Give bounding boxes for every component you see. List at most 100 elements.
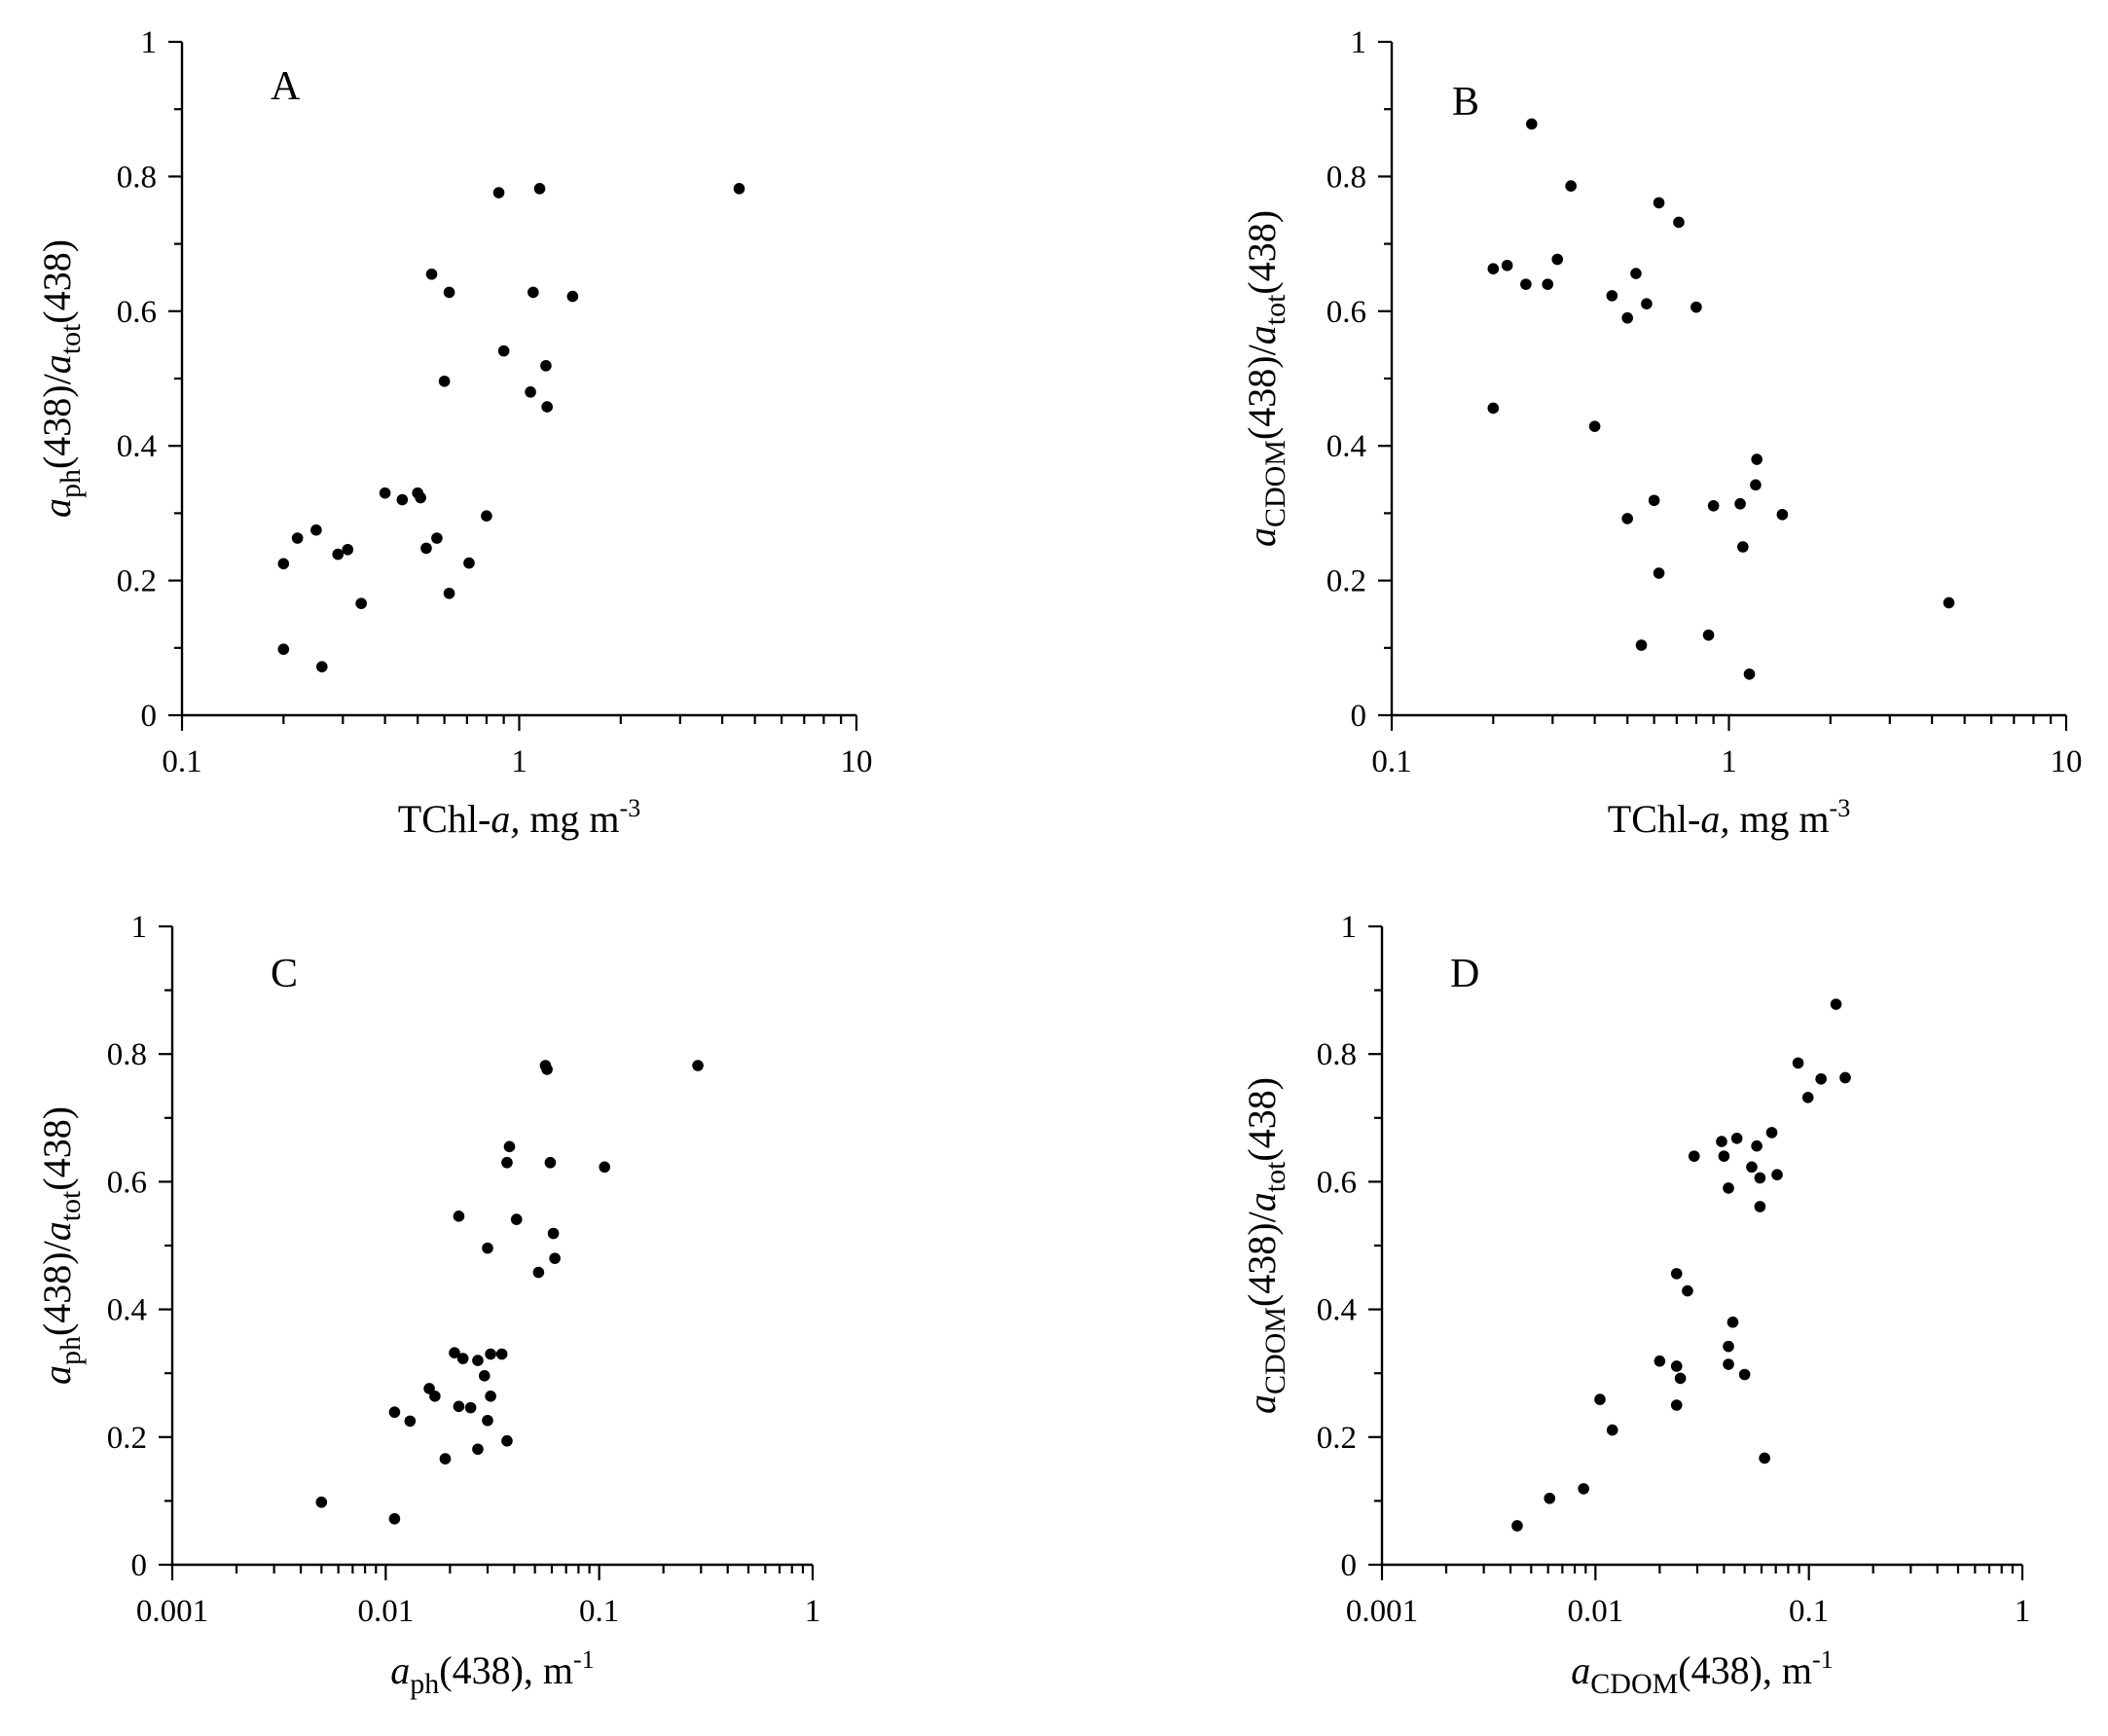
y-tick-label: 0 [1351, 699, 1367, 734]
data-point [332, 548, 345, 561]
x-axis-title: TChl-a, mg m-3 [1608, 794, 1850, 841]
data-point [540, 360, 552, 372]
data-point [1723, 1358, 1734, 1370]
data-point [1751, 1139, 1763, 1152]
data-point [1754, 1172, 1766, 1184]
data-point [1670, 1360, 1683, 1372]
x-tick-label: 10 [841, 744, 873, 779]
data-point [501, 1156, 513, 1169]
data-point [1839, 1071, 1851, 1084]
x-axis-title: TChl-a, mg m-3 [398, 794, 640, 841]
data-point [315, 661, 328, 672]
x-axis-title: aph(438), m-1 [390, 1646, 594, 1700]
data-point [1759, 1452, 1770, 1465]
y-tick-label: 0.4 [107, 1293, 147, 1328]
data-point [1723, 1182, 1734, 1194]
data-point [472, 1355, 484, 1366]
data-point [497, 344, 510, 357]
data-point [1815, 1072, 1827, 1085]
data-point [310, 524, 322, 536]
data-point [541, 401, 553, 413]
data-point [485, 1391, 496, 1402]
data-point [277, 558, 290, 570]
data-point [342, 543, 354, 556]
data-point [733, 183, 745, 195]
data-point [1750, 479, 1762, 491]
data-point [453, 1400, 465, 1413]
data-point [481, 510, 492, 522]
x-tick-label: 1 [2015, 1594, 2031, 1629]
data-point [1674, 1372, 1687, 1385]
data-point [1702, 629, 1715, 641]
data-point [388, 1512, 401, 1525]
y-tick-label: 0.2 [117, 564, 157, 599]
data-point [1776, 508, 1789, 521]
panel-letter: A [271, 64, 301, 109]
data-point [525, 386, 536, 398]
data-point [1771, 1169, 1783, 1180]
data-point [1565, 180, 1577, 192]
data-point [1737, 541, 1749, 553]
data-point [443, 286, 455, 299]
data-point [1670, 1399, 1683, 1411]
data-point [544, 1156, 557, 1169]
y-axis-title: aph(438)/atot(438) [35, 1106, 87, 1385]
x-tick-label: 0.001 [1346, 1594, 1418, 1629]
x-tick-label: 0.01 [357, 1594, 414, 1629]
data-point [1542, 278, 1554, 290]
panel-letter: D [1450, 952, 1479, 996]
panel-b: 0 0.2 0.4 0.6 0.8 1 0.1 1 10 B TChl-a, mg m-3 aCDOM… [1240, 25, 2083, 841]
y-tick-label: 0.2 [1327, 564, 1366, 599]
data-point [1726, 1316, 1739, 1328]
data-point [599, 1161, 611, 1174]
panel-d: 0 0.2 0.4 0.6 0.8 1 0.001 0.01 0.1 1 DaCDOM(438), … [1240, 910, 2030, 1700]
data-point [291, 532, 304, 544]
data-point [1606, 290, 1618, 302]
y-tick-label: 0.4 [1327, 429, 1366, 464]
data-point [1630, 268, 1642, 279]
data-point [1588, 420, 1601, 432]
y-axis-title: aCDOM(438)/atot(438) [1240, 1077, 1291, 1414]
data-point [1734, 497, 1746, 510]
data-point [495, 1348, 508, 1360]
data-point [549, 1252, 561, 1264]
data-point [1653, 567, 1665, 579]
y-tick-label: 1 [141, 25, 158, 60]
data-point [1690, 301, 1702, 313]
y-tick-label: 0.4 [117, 429, 157, 464]
data-point [1621, 311, 1633, 324]
data-point [464, 1401, 477, 1414]
data-point [404, 1415, 417, 1428]
y-tick-label: 0 [141, 699, 158, 734]
panel-letter: C [271, 952, 298, 996]
data-point [1487, 402, 1500, 415]
data-point [1635, 639, 1648, 651]
data-point [1716, 1136, 1727, 1147]
data-point [443, 587, 455, 599]
data-point [1551, 253, 1564, 266]
data-point [453, 1211, 465, 1222]
data-point [1746, 1161, 1758, 1174]
data-point [463, 557, 475, 569]
data-point [482, 1242, 493, 1254]
data-point [420, 542, 432, 555]
y-tick-label: 1 [131, 910, 148, 945]
y-tick-label: 0.6 [117, 295, 157, 330]
y-tick-label: 0.6 [107, 1165, 147, 1200]
data-point [388, 1406, 401, 1419]
data-point [1594, 1393, 1606, 1405]
data-point [485, 1348, 496, 1360]
data-point [478, 1370, 491, 1382]
data-point [1688, 1150, 1700, 1162]
data-point [1606, 1424, 1618, 1436]
data-point [1501, 259, 1513, 271]
data-point [1641, 298, 1653, 309]
data-point [1544, 1492, 1556, 1504]
data-point [439, 1453, 452, 1465]
y-tick-label: 0.8 [1317, 1037, 1357, 1072]
data-point [456, 1353, 469, 1364]
y-tick-label: 0.2 [1317, 1421, 1357, 1456]
y-tick-label: 0 [1341, 1548, 1358, 1583]
x-tick-label: 0.01 [1567, 1594, 1623, 1629]
